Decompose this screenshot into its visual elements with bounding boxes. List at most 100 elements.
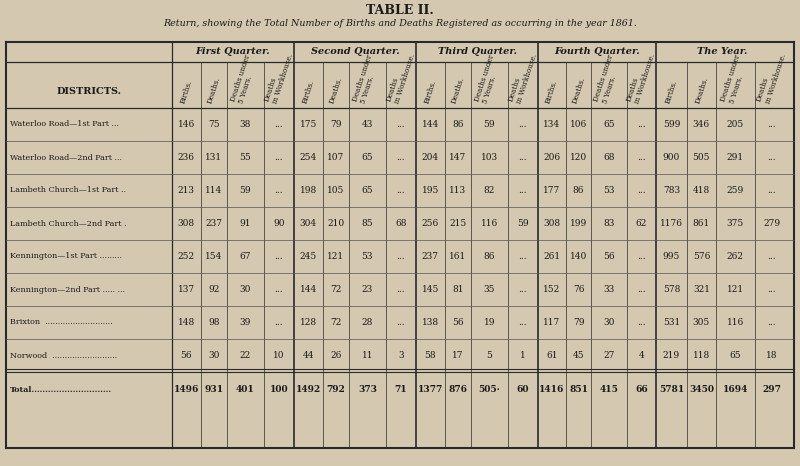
Text: 120: 120 [570, 153, 587, 162]
Text: 128: 128 [300, 318, 317, 327]
Text: ...: ... [518, 252, 527, 261]
Text: 72: 72 [330, 318, 342, 327]
Text: 418: 418 [693, 186, 710, 195]
Text: 1416: 1416 [539, 385, 565, 395]
Text: 83: 83 [603, 219, 614, 228]
Text: ...: ... [274, 120, 283, 129]
Text: First Quarter.: First Quarter. [196, 48, 270, 56]
Text: 106: 106 [570, 120, 587, 129]
Text: 90: 90 [273, 219, 285, 228]
Text: 1: 1 [520, 351, 526, 360]
Text: Births.: Births. [422, 79, 438, 105]
Text: ...: ... [518, 120, 527, 129]
Text: 68: 68 [603, 153, 614, 162]
Text: 61: 61 [546, 351, 558, 360]
Text: TABLE II.: TABLE II. [366, 4, 434, 16]
Text: 1694: 1694 [722, 385, 748, 395]
Text: 19: 19 [484, 318, 495, 327]
Text: 11: 11 [362, 351, 373, 360]
Text: 134: 134 [543, 120, 560, 129]
Text: Deaths under
5 Years.: Deaths under 5 Years. [593, 53, 624, 105]
Text: 65: 65 [362, 153, 374, 162]
Text: 56: 56 [452, 318, 464, 327]
Text: 18: 18 [766, 351, 778, 360]
Text: 204: 204 [422, 153, 439, 162]
Text: 900: 900 [663, 153, 680, 162]
Text: 5781: 5781 [659, 385, 684, 395]
Text: 68: 68 [395, 219, 406, 228]
Text: 33: 33 [603, 285, 614, 294]
Text: 236: 236 [178, 153, 194, 162]
Text: 75: 75 [208, 120, 220, 129]
Text: 373: 373 [358, 385, 377, 395]
Text: 107: 107 [327, 153, 345, 162]
Text: ...: ... [397, 120, 405, 129]
Text: 198: 198 [300, 186, 317, 195]
Text: Deaths under
5 Years.: Deaths under 5 Years. [351, 53, 382, 105]
Text: ...: ... [274, 318, 283, 327]
Text: 79: 79 [330, 120, 342, 129]
Text: 35: 35 [484, 285, 495, 294]
Text: ...: ... [767, 318, 776, 327]
Text: 105: 105 [327, 186, 345, 195]
Text: 138: 138 [422, 318, 439, 327]
Text: 39: 39 [240, 318, 251, 327]
Text: 56: 56 [603, 252, 614, 261]
Text: 308: 308 [178, 219, 195, 228]
Text: 219: 219 [663, 351, 680, 360]
Text: 256: 256 [422, 219, 439, 228]
Text: 137: 137 [178, 285, 195, 294]
Text: 599: 599 [662, 120, 680, 129]
Text: Fourth Quarter.: Fourth Quarter. [554, 48, 640, 56]
Text: 505: 505 [693, 153, 710, 162]
Text: ...: ... [274, 186, 283, 195]
Text: 146: 146 [178, 120, 195, 129]
Text: ...: ... [767, 120, 776, 129]
Text: 279: 279 [763, 219, 780, 228]
Text: 65: 65 [730, 351, 742, 360]
Text: 91: 91 [240, 219, 251, 228]
Text: 65: 65 [362, 186, 374, 195]
Text: 259: 259 [726, 186, 744, 195]
Text: 113: 113 [450, 186, 466, 195]
Text: Lambeth Church—1st Part ..: Lambeth Church—1st Part .. [10, 186, 126, 194]
Text: 254: 254 [300, 153, 317, 162]
Text: 86: 86 [484, 252, 495, 261]
Text: 147: 147 [450, 153, 466, 162]
Text: Return, showing the Total Number of Births and Deaths Registered as occurring in: Return, showing the Total Number of Birt… [163, 19, 637, 27]
Text: ...: ... [397, 153, 405, 162]
Text: 578: 578 [662, 285, 680, 294]
Text: Deaths under
5 Years.: Deaths under 5 Years. [473, 53, 505, 105]
Text: 30: 30 [208, 351, 220, 360]
Text: 121: 121 [327, 252, 345, 261]
Text: 10: 10 [273, 351, 285, 360]
Text: Waterloo Road—1st Part ...: Waterloo Road—1st Part ... [10, 121, 119, 129]
Text: ...: ... [767, 252, 776, 261]
Text: Deaths
in Workhouse.: Deaths in Workhouse. [262, 50, 295, 105]
Text: 144: 144 [300, 285, 317, 294]
Text: 175: 175 [300, 120, 317, 129]
Text: 116: 116 [481, 219, 498, 228]
Text: ...: ... [397, 285, 405, 294]
Text: 375: 375 [726, 219, 744, 228]
Text: 121: 121 [727, 285, 744, 294]
Text: 60: 60 [517, 385, 529, 395]
Text: 145: 145 [422, 285, 439, 294]
Text: 53: 53 [603, 186, 614, 195]
Text: 59: 59 [517, 219, 529, 228]
Text: 114: 114 [206, 186, 222, 195]
Text: 86: 86 [452, 120, 464, 129]
Text: ...: ... [397, 318, 405, 327]
Text: 215: 215 [450, 219, 466, 228]
Text: 72: 72 [330, 285, 342, 294]
Text: 876: 876 [449, 385, 467, 395]
Text: 92: 92 [208, 285, 220, 294]
Text: 98: 98 [208, 318, 220, 327]
Text: ...: ... [518, 318, 527, 327]
Text: 81: 81 [452, 285, 464, 294]
Text: Births.: Births. [178, 79, 194, 105]
Text: 1176: 1176 [660, 219, 683, 228]
Text: 1377: 1377 [418, 385, 443, 395]
Text: 205: 205 [726, 120, 744, 129]
Text: 213: 213 [178, 186, 194, 195]
